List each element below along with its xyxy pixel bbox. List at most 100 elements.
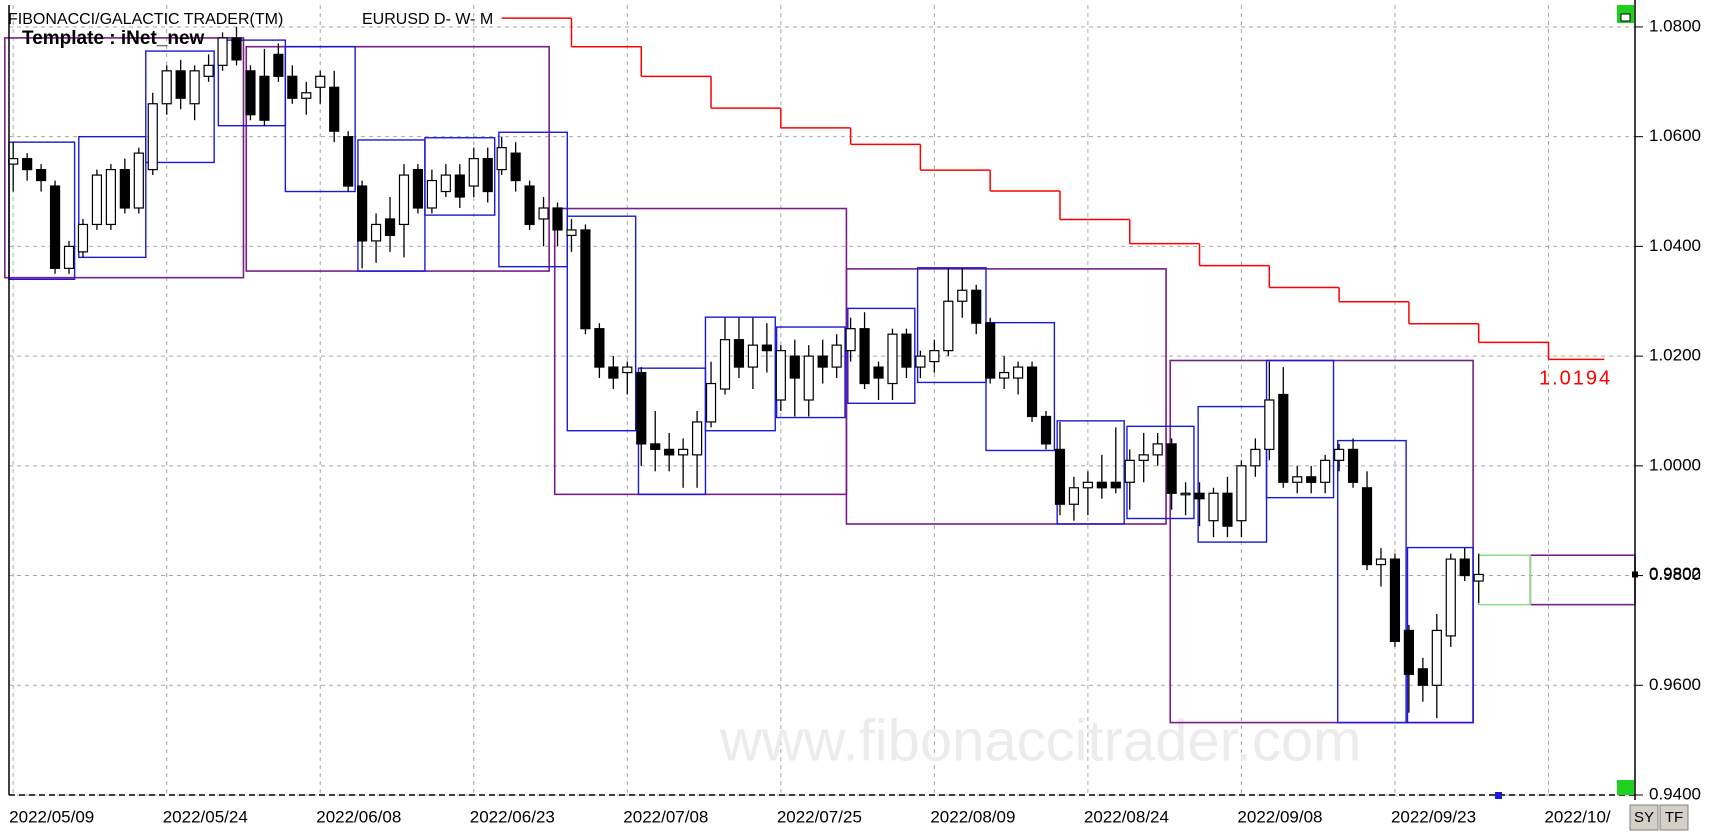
- button-bg[interactable]: [1629, 804, 1659, 831]
- candle-body: [496, 147, 507, 171]
- candle-body: [1236, 465, 1247, 522]
- x-tick-label: 2022/07/08: [623, 807, 708, 826]
- grid: [9, 5, 1635, 796]
- candle-body: [245, 70, 256, 116]
- candle-body: [1208, 492, 1219, 522]
- candle-body: [440, 174, 451, 193]
- candle-body: [915, 355, 926, 368]
- y-tick-label: 0.9800: [1649, 565, 1701, 584]
- corner-icon: [1620, 13, 1631, 22]
- app-title: FIBONACCI/GALACTIC TRADER(TM): [8, 11, 283, 28]
- candle-body: [803, 355, 814, 401]
- candle-body: [831, 344, 842, 368]
- candle-body: [817, 355, 828, 368]
- y-tick-label: 0.9600: [1649, 675, 1701, 694]
- candle-body: [566, 229, 577, 237]
- candle-body: [901, 333, 912, 368]
- candle-body: [161, 70, 172, 105]
- candle-body: [510, 152, 521, 182]
- candle-body: [775, 350, 786, 401]
- candle-body: [1152, 443, 1163, 456]
- plot: [4, 17, 1636, 724]
- candle-body: [845, 328, 856, 352]
- candle-body: [538, 207, 549, 220]
- candle-body: [691, 421, 703, 456]
- candle-body: [664, 448, 675, 456]
- candle-body: [971, 289, 982, 324]
- candle-body: [1361, 487, 1373, 566]
- candle-body: [1082, 481, 1093, 489]
- candle-body: [1096, 481, 1107, 489]
- candle-body: [287, 75, 298, 99]
- watermark: www.fibonaccitrader.com: [719, 708, 1361, 773]
- candle-body: [636, 371, 647, 445]
- candle-body: [357, 185, 368, 242]
- candle-body: [929, 350, 940, 363]
- candle-body: [1334, 448, 1345, 461]
- candle-body: [650, 443, 661, 450]
- button-label[interactable]: TF: [1665, 809, 1683, 826]
- y-tick-label: 1.0200: [1649, 346, 1701, 365]
- candle-body: [622, 366, 633, 374]
- candle-body: [705, 382, 717, 423]
- candle-body: [678, 448, 689, 456]
- candle-body: [133, 152, 144, 209]
- candle-body: [943, 300, 954, 352]
- candle-body: [412, 168, 424, 209]
- candle-body: [873, 366, 884, 379]
- candle-body: [733, 339, 745, 368]
- candle-body: [482, 158, 493, 193]
- candle-body: [1278, 393, 1289, 483]
- x-tick-label: 2022/05/09: [9, 807, 94, 826]
- candle-body: [36, 168, 47, 182]
- candle-body: [77, 223, 89, 253]
- week-box: [847, 307, 916, 404]
- candle-body: [1068, 487, 1080, 505]
- candle-body: [719, 339, 731, 390]
- candle-body: [1306, 476, 1317, 483]
- x-tick-label: 2022/09/08: [1237, 807, 1322, 826]
- candle-body: [1194, 492, 1205, 500]
- candle-body: [315, 75, 326, 88]
- candle-body: [49, 185, 61, 269]
- x-tick-label: 2022/05/24: [163, 807, 248, 826]
- price-marker: [1632, 571, 1638, 578]
- candle-body: [105, 168, 116, 226]
- x-tick-label: 2022/07/25: [777, 807, 862, 826]
- candle-body: [552, 207, 563, 231]
- month-box: [845, 268, 1167, 525]
- tf-button[interactable]: TF: [1659, 804, 1689, 831]
- candle-body: [1389, 558, 1401, 642]
- candle-body: [370, 223, 382, 242]
- y-tick-label: 1.0600: [1649, 126, 1701, 145]
- candle-body: [1124, 459, 1135, 483]
- week-box: [424, 137, 496, 216]
- candle-body: [1110, 481, 1121, 489]
- week-box: [284, 45, 356, 193]
- candle-body: [1403, 629, 1414, 675]
- candle-body: [22, 158, 33, 171]
- candle-body: [747, 344, 759, 368]
- candle-body: [426, 179, 437, 209]
- candle-body: [1473, 573, 1484, 582]
- candle-body: [1026, 366, 1038, 418]
- candle-body: [91, 174, 103, 226]
- candle-body: [1166, 443, 1177, 494]
- button-label[interactable]: SY: [1634, 809, 1654, 826]
- level-label: 1.0194: [1539, 368, 1612, 390]
- month-box: [4, 37, 245, 279]
- candle-body: [8, 158, 19, 165]
- week-box: [78, 135, 147, 259]
- button-bg[interactable]: [1659, 804, 1689, 831]
- week-box: [498, 131, 568, 268]
- sy-button[interactable]: SY: [1629, 804, 1659, 831]
- candle-body: [608, 366, 619, 379]
- candle-body: [1445, 558, 1456, 637]
- y-tick-label: 1.0400: [1649, 236, 1701, 255]
- candle-body: [259, 75, 270, 121]
- candle-body: [175, 70, 186, 99]
- candle-body: [1222, 492, 1233, 527]
- candle-body: [329, 86, 340, 132]
- week-box: [985, 321, 1056, 452]
